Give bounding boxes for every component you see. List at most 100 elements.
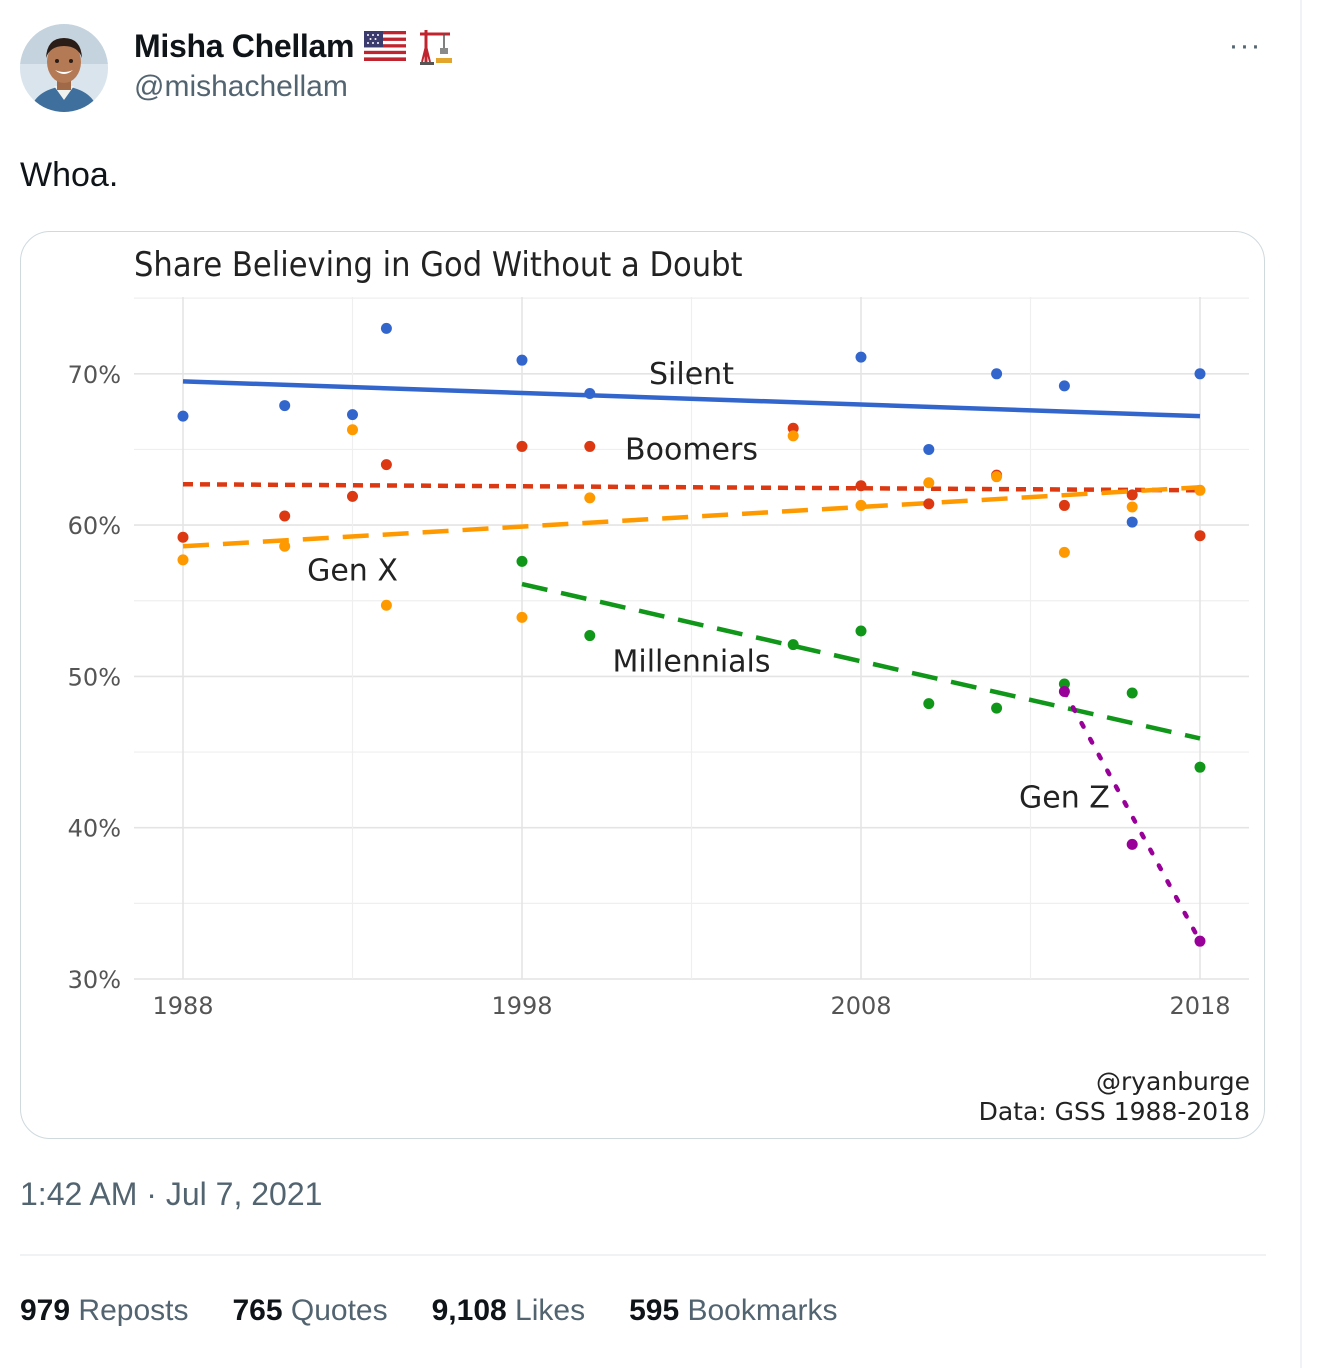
data-point-boomers: [347, 490, 358, 502]
credit-annotation: @ryanburge: [1096, 1067, 1250, 1096]
chart: Share Believing in God Without a Doubt S…: [68, 245, 1250, 1126]
data-point-boomers: [380, 459, 392, 471]
data-point-genx: [991, 471, 1003, 483]
data-point-boomers: [787, 422, 799, 434]
data-point-genx: [279, 540, 291, 552]
data-point-millennials: [923, 698, 935, 710]
y-tick-label: 50%: [68, 663, 121, 691]
data-point-boomers: [923, 498, 935, 510]
series-label-genx: Gen X: [307, 553, 398, 588]
data-point-genz: [1126, 838, 1138, 850]
data-point-millennials: [516, 555, 528, 567]
stat-count: 595: [629, 1294, 680, 1327]
data-point-silent: [1058, 380, 1070, 392]
data-point-millennials: [855, 625, 867, 637]
chart-series-labels: Silent Boomers Gen X Millennials Gen Z: [307, 357, 1110, 816]
series-label-boomers: Boomers: [625, 432, 758, 467]
series-label-genz: Gen Z: [1019, 780, 1110, 815]
data-point-millennials: [1058, 678, 1070, 690]
display-name[interactable]: Misha Chellam: [134, 27, 355, 64]
stat-label: Likes: [515, 1294, 586, 1327]
chart-tick-labels: 30% 40% 50% 60% 70% 1988 1998 2008 2018: [68, 361, 1231, 1020]
stat-label: Bookmarks: [687, 1294, 838, 1327]
data-point-boomers: [1058, 499, 1070, 511]
data-point-millennials: [787, 639, 799, 651]
data-point-silent: [279, 400, 291, 412]
stat-bookmarks[interactable]: 595 Bookmarks: [629, 1294, 837, 1328]
stat-likes[interactable]: 9,108 Likes: [432, 1294, 585, 1328]
data-point-millennials: [584, 630, 596, 642]
chart-image[interactable]: Share Believing in God Without a Doubt S…: [20, 231, 1265, 1139]
tweet-timestamp[interactable]: 1:42 AM · Jul 7, 2021: [20, 1176, 323, 1212]
data-point-millennials: [991, 702, 1003, 714]
right-border-rule: [1300, 0, 1302, 1368]
chart-trend-lines: [182, 379, 1203, 944]
data-point-boomers: [855, 480, 867, 492]
x-tick-label: 2008: [830, 992, 891, 1020]
data-point-genx: [1194, 484, 1206, 496]
data-point-genx: [923, 477, 935, 489]
data-point-silent: [855, 351, 867, 363]
data-point-silent: [1126, 516, 1138, 528]
chart-title: Share Believing in God Without a Doubt: [134, 245, 743, 285]
data-point-boomers: [516, 440, 528, 452]
x-tick-label: 2018: [1169, 992, 1230, 1020]
y-tick-label: 60%: [68, 512, 121, 540]
source-annotation: Data: GSS 1988-2018: [979, 1097, 1250, 1126]
stat-count: 979: [20, 1294, 71, 1327]
data-point-millennials: [1126, 687, 1138, 699]
engagement-stats: 979 Reposts 765 Quotes 9,108 Likes 595 B…: [20, 1294, 838, 1328]
data-point-genx: [516, 611, 528, 623]
series-label-silent: Silent: [649, 357, 734, 392]
data-point-genx: [177, 554, 189, 566]
divider: [20, 1254, 1266, 1256]
stat-quotes[interactable]: 765 Quotes: [232, 1294, 387, 1328]
data-point-boomers: [177, 531, 189, 543]
x-tick-label: 1988: [152, 992, 213, 1020]
trend-line-genz: [1062, 689, 1203, 944]
data-point-silent: [347, 409, 358, 421]
data-point-genx: [380, 599, 392, 611]
us-flag-icon: [364, 31, 407, 61]
data-point-boomers: [1194, 530, 1206, 542]
construction-crane-icon: [420, 30, 453, 65]
data-point-silent: [991, 368, 1003, 380]
data-point-genx: [347, 424, 358, 436]
y-tick-label: 70%: [68, 361, 121, 389]
data-point-genx: [1058, 546, 1070, 558]
stat-label: Reposts: [78, 1294, 189, 1327]
stat-count: 765: [232, 1294, 283, 1327]
series-label-millennials: Millennials: [612, 644, 770, 679]
y-tick-label: 30%: [68, 966, 121, 994]
trend-line-genx: [182, 485, 1201, 549]
data-point-silent: [923, 443, 935, 455]
data-point-genz: [1058, 686, 1070, 698]
data-point-boomers: [279, 510, 291, 522]
stat-reposts[interactable]: 979 Reposts: [20, 1294, 188, 1328]
trend-line-millennials: [521, 581, 1201, 741]
tweet-text: Whoa.: [20, 156, 119, 194]
data-point-silent: [380, 322, 392, 334]
data-point-silent: [584, 387, 596, 399]
y-tick-label: 40%: [68, 815, 121, 843]
avatar[interactable]: [20, 24, 108, 112]
data-point-genx: [1126, 501, 1138, 513]
data-point-boomers: [584, 440, 596, 452]
user-handle[interactable]: @mishachellam: [134, 70, 348, 103]
more-options-icon[interactable]: ···: [1228, 29, 1262, 62]
trend-line-silent: [182, 379, 1201, 419]
data-point-silent: [516, 354, 528, 366]
data-point-genx: [787, 430, 799, 442]
data-point-genx: [584, 492, 596, 504]
data-point-silent: [177, 410, 189, 422]
avatar-photo: [20, 24, 108, 112]
data-point-millennials: [1194, 761, 1206, 773]
stat-count: 9,108: [431, 1294, 507, 1327]
data-point-silent: [1194, 368, 1206, 380]
data-point-genz: [1194, 935, 1206, 947]
chart-points: [177, 322, 1206, 947]
data-point-boomers: [1126, 489, 1138, 501]
x-tick-label: 1998: [491, 992, 552, 1020]
stat-label: Quotes: [290, 1294, 388, 1327]
data-point-genx: [855, 499, 867, 511]
